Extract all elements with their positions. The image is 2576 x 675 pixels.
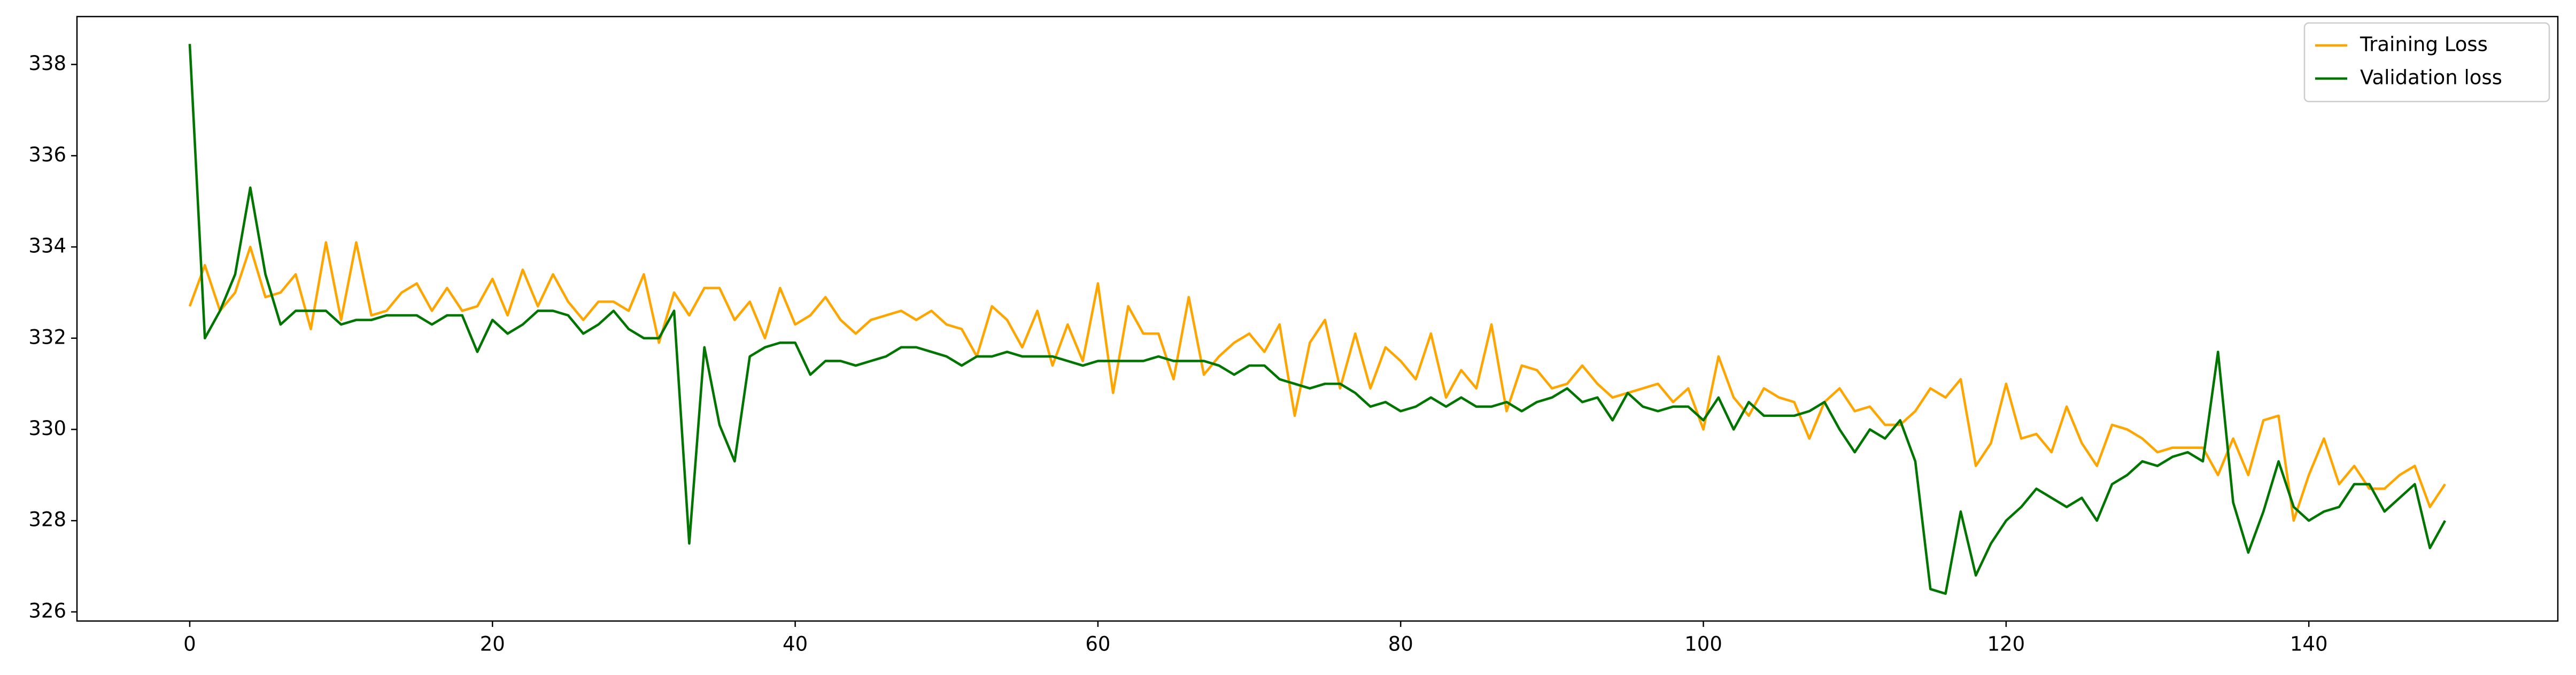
x-tick-label: 20	[480, 633, 505, 656]
y-tick-label: 330	[28, 417, 66, 440]
plot-frame	[76, 15, 2559, 622]
x-tick-label: 0	[183, 633, 196, 656]
legend-label: Validation loss	[2360, 66, 2502, 89]
y-tick-label: 334	[28, 235, 66, 258]
legend-box	[2303, 22, 2550, 103]
legend-label: Training Loss	[2360, 33, 2488, 56]
x-tick-label: 140	[2290, 633, 2328, 656]
series-line	[188, 241, 2446, 522]
series-line	[188, 44, 2447, 595]
x-tick-label: 60	[1085, 633, 1110, 656]
y-tick-label: 328	[28, 508, 66, 531]
x-tick-label: 120	[1987, 633, 2025, 656]
x-tick-label: 100	[1684, 633, 1722, 656]
x-tick-label: 80	[1388, 633, 1413, 656]
y-tick-label: 332	[28, 325, 66, 348]
x-tick-label: 40	[783, 633, 808, 656]
y-tick-label: 336	[28, 143, 66, 166]
y-tick-label: 338	[28, 52, 66, 75]
y-tick-label: 326	[28, 599, 66, 622]
